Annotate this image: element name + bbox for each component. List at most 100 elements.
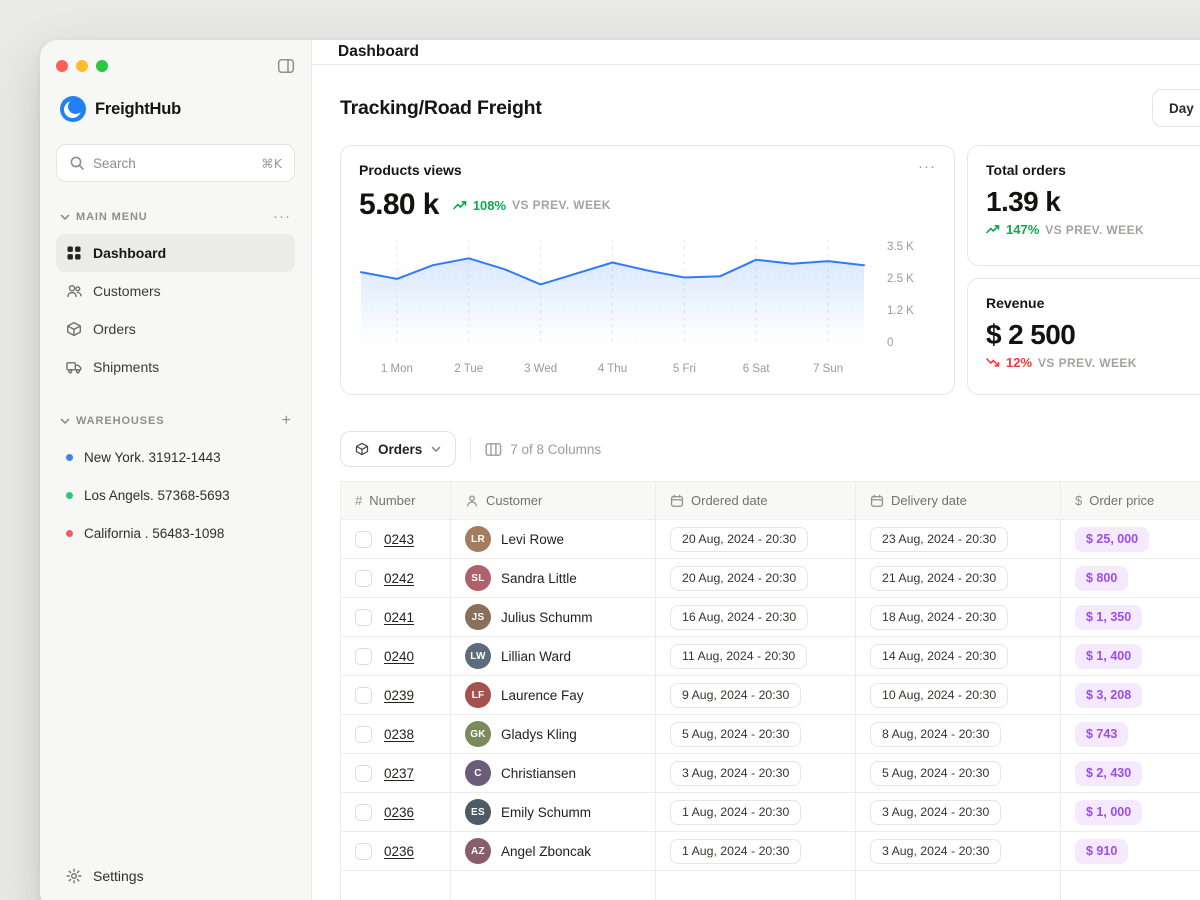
- order-number-link[interactable]: 0236: [384, 804, 415, 820]
- table-row: 0236 ES Emily Schumm 1 Aug, 2024 - 20:30…: [341, 793, 1200, 832]
- sidebar-item-settings[interactable]: Settings: [56, 858, 295, 894]
- order-number-link[interactable]: 0240: [384, 648, 415, 664]
- customer-avatar: JS: [465, 604, 491, 630]
- person-icon: [467, 494, 477, 507]
- column-header-customer[interactable]: Customer: [451, 482, 656, 519]
- orders-filter-button[interactable]: Orders: [340, 431, 457, 467]
- warehouse-item-new-york[interactable]: New York. 31912-1443: [56, 438, 295, 476]
- customer-avatar: C: [465, 760, 491, 786]
- settings-label: Settings: [93, 868, 144, 884]
- table-row: 0241 JS Julius Schumm 16 Aug, 2024 - 20:…: [341, 598, 1200, 637]
- minimize-window-button[interactable]: [76, 60, 88, 72]
- delta-value: 147%: [1006, 222, 1040, 237]
- add-warehouse-button[interactable]: +: [281, 412, 291, 429]
- customer-name: Lillian Ward: [501, 648, 572, 664]
- warehouse-item-los-angels[interactable]: Los Angels. 57368-5693: [56, 476, 295, 514]
- period-select-button[interactable]: Day: [1152, 89, 1200, 127]
- order-number-link[interactable]: 0237: [384, 765, 415, 781]
- delivery-date-pill: 8 Aug, 2024 - 20:30: [870, 721, 1002, 747]
- trend-up-icon: [986, 224, 1000, 235]
- row-checkbox[interactable]: [355, 569, 372, 587]
- order-number-link[interactable]: 0242: [384, 570, 415, 586]
- customer-name: Christiansen: [501, 765, 577, 781]
- ordered-date-pill: 16 Aug, 2024 - 20:30: [670, 604, 809, 630]
- order-price-pill: $ 800: [1075, 565, 1129, 591]
- customer-avatar: SL: [465, 565, 491, 591]
- columns-toggle[interactable]: 7 of 8 Columns: [485, 442, 601, 457]
- truck-icon: [66, 359, 82, 375]
- row-checkbox[interactable]: [355, 647, 372, 665]
- column-header-ordered-date[interactable]: Ordered date: [656, 482, 856, 519]
- warehouse-item-california[interactable]: California . 56483-1098: [56, 514, 295, 552]
- customer-name: Angel Zboncak: [501, 843, 592, 859]
- order-number-link[interactable]: 0236: [384, 843, 415, 859]
- order-price-pill: $ 1, 400: [1075, 643, 1143, 669]
- calendar-icon: [870, 494, 884, 507]
- columns-info-label: 7 of 8 Columns: [510, 441, 602, 457]
- column-header-order-price[interactable]: $ Order price: [1075, 493, 1155, 508]
- chevron-down-icon[interactable]: [60, 213, 70, 221]
- svg-text:7 Sun: 7 Sun: [813, 363, 843, 375]
- table-row: 0239 LF Laurence Fay 9 Aug, 2024 - 20:30…: [341, 676, 1200, 715]
- columns-icon: [485, 442, 502, 456]
- box-icon: [66, 321, 82, 337]
- ordered-date-pill: 20 Aug, 2024 - 20:30: [670, 526, 809, 552]
- sidebar-item-shipments[interactable]: Shipments: [56, 348, 295, 386]
- freighthub-logo-icon: [60, 96, 86, 122]
- close-window-button[interactable]: [56, 60, 68, 72]
- svg-text:3 Wed: 3 Wed: [524, 363, 557, 375]
- sidebar-item-orders[interactable]: Orders: [56, 310, 295, 348]
- delivery-date-pill: 5 Aug, 2024 - 20:30: [870, 760, 1002, 786]
- ordered-date-pill: 20 Aug, 2024 - 20:30: [670, 565, 809, 591]
- grid-icon: [66, 245, 82, 261]
- ordered-date-pill: 1 Aug, 2024 - 20:30: [670, 838, 802, 864]
- main-menu-more-icon[interactable]: ···: [273, 208, 291, 225]
- row-checkbox[interactable]: [355, 608, 372, 626]
- sidebar-item-label: Orders: [93, 321, 136, 337]
- period-label: Day: [1169, 100, 1194, 116]
- calendar-icon: [670, 494, 684, 507]
- page-title: Tracking/Road Freight: [340, 96, 542, 119]
- table-row: 0238 GK Gladys Kling 5 Aug, 2024 - 20:30…: [341, 715, 1200, 754]
- row-checkbox[interactable]: [355, 803, 372, 821]
- search-input[interactable]: Search ⌘K: [56, 144, 295, 182]
- order-number-link[interactable]: 0239: [384, 687, 415, 703]
- sidebar-item-customers[interactable]: Customers: [56, 272, 295, 310]
- delivery-date-pill: 10 Aug, 2024 - 20:30: [870, 682, 1009, 708]
- search-placeholder: Search: [93, 155, 136, 171]
- column-header-number[interactable]: # Number: [341, 482, 451, 519]
- revenue-card: Revenue $ 2 500 12% VS PREV. WEEK: [967, 278, 1200, 395]
- total-orders-value: 1.39 k: [986, 186, 1061, 217]
- orders-filter-label: Orders: [378, 441, 423, 457]
- app-window: FreightHub Search ⌘K MAIN MENU ···: [40, 40, 1200, 900]
- sidebar-item-dashboard[interactable]: Dashboard: [56, 234, 295, 272]
- search-shortcut: ⌘K: [261, 155, 282, 171]
- order-price-pill: $ 1, 350: [1075, 604, 1143, 630]
- order-price-pill: $ 25, 000: [1075, 526, 1150, 552]
- sidebar-toggle-icon[interactable]: [277, 57, 295, 75]
- warehouses-section-header: WAREHOUSES +: [56, 412, 295, 430]
- row-checkbox[interactable]: [355, 842, 372, 860]
- row-checkbox[interactable]: [355, 686, 372, 704]
- zoom-window-button[interactable]: [96, 60, 108, 72]
- divider: [470, 438, 472, 460]
- search-icon: [69, 155, 85, 171]
- row-checkbox[interactable]: [355, 725, 372, 743]
- customer-name: Sandra Little: [501, 570, 577, 586]
- chevron-down-icon[interactable]: [60, 417, 70, 425]
- svg-text:2.5 K: 2.5 K: [887, 273, 914, 285]
- warehouse-dot: [66, 529, 73, 537]
- svg-text:4 Thu: 4 Thu: [598, 363, 627, 375]
- order-number-link[interactable]: 0238: [384, 726, 415, 742]
- ordered-date-pill: 9 Aug, 2024 - 20:30: [670, 682, 802, 708]
- card-menu-icon[interactable]: ···: [918, 158, 936, 175]
- main-area: Dashboard Tracking/Road Freight Day Prod…: [312, 40, 1200, 900]
- column-header-delivery-date[interactable]: Delivery date: [856, 482, 1061, 519]
- order-number-link[interactable]: 0243: [384, 531, 415, 547]
- customer-name: Laurence Fay: [501, 687, 584, 703]
- top-bar: Dashboard: [312, 40, 1200, 65]
- order-number-link[interactable]: 0241: [384, 609, 415, 625]
- row-checkbox[interactable]: [355, 764, 372, 782]
- row-checkbox[interactable]: [355, 530, 372, 548]
- svg-text:5 Fri: 5 Fri: [673, 363, 696, 375]
